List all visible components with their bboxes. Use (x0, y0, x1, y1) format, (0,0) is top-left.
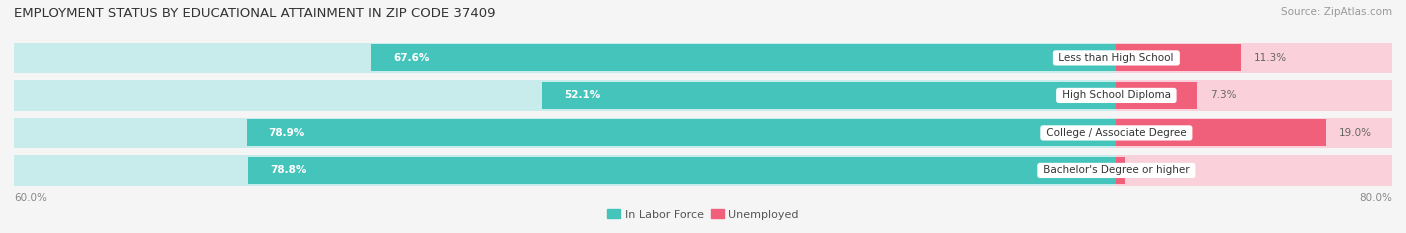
Bar (1116, 45, 1241, 71)
Bar (1116, 43, 1392, 73)
Text: 60.0%: 60.0% (14, 193, 46, 203)
Text: 78.9%: 78.9% (269, 128, 305, 138)
Bar (1116, 157, 1125, 184)
Text: Source: ZipAtlas.com: Source: ZipAtlas.com (1281, 7, 1392, 17)
Legend: In Labor Force, Unemployed: In Labor Force, Unemployed (603, 205, 803, 224)
Text: College / Associate Degree: College / Associate Degree (1043, 128, 1189, 138)
Bar (1116, 117, 1392, 148)
Bar (14, 117, 1116, 148)
Text: 52.1%: 52.1% (564, 90, 600, 100)
Text: 67.6%: 67.6% (394, 53, 430, 63)
Bar (14, 43, 1116, 73)
Bar (1116, 155, 1392, 186)
Text: 19.0%: 19.0% (1339, 128, 1372, 138)
Bar (14, 155, 1116, 186)
Text: 7.3%: 7.3% (1211, 90, 1236, 100)
Bar (543, 82, 1116, 109)
Bar (14, 117, 1116, 148)
Bar (14, 155, 1116, 186)
Text: EMPLOYMENT STATUS BY EDUCATIONAL ATTAINMENT IN ZIP CODE 37409: EMPLOYMENT STATUS BY EDUCATIONAL ATTAINM… (14, 7, 495, 20)
Bar (14, 80, 1116, 111)
Text: 78.8%: 78.8% (270, 165, 307, 175)
Bar (247, 157, 1116, 184)
Text: High School Diploma: High School Diploma (1059, 90, 1174, 100)
Text: 11.3%: 11.3% (1254, 53, 1288, 63)
Bar (1116, 82, 1197, 109)
Bar (14, 80, 1116, 111)
Bar (246, 120, 1116, 146)
Text: 0.8%: 0.8% (1139, 165, 1164, 175)
Text: Less than High School: Less than High School (1056, 53, 1177, 63)
Bar (1116, 120, 1326, 146)
Text: Bachelor's Degree or higher: Bachelor's Degree or higher (1040, 165, 1192, 175)
Bar (1116, 80, 1392, 111)
Bar (14, 43, 1116, 73)
Text: 80.0%: 80.0% (1360, 193, 1392, 203)
Bar (371, 45, 1116, 71)
